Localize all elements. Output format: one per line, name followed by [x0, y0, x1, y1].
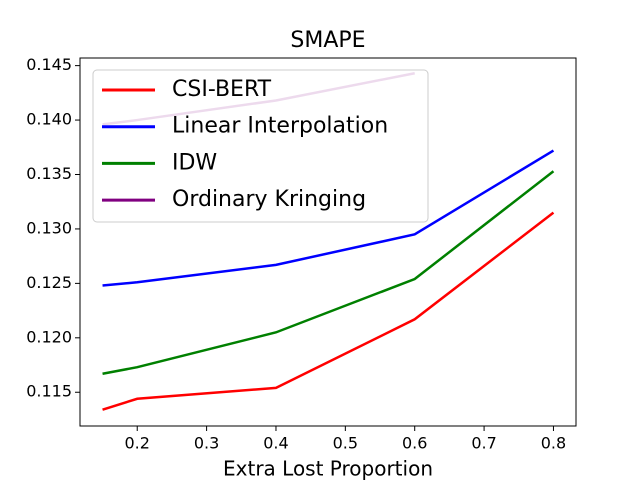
x-axis-label: Extra Lost Proportion [223, 457, 433, 480]
x-tick-label: 0.8 [541, 434, 566, 453]
legend-box [92, 69, 429, 223]
legend-label: IDW [172, 150, 217, 175]
x-tick-label: 0.7 [471, 434, 496, 453]
y-tick-label: 0.140 [26, 110, 72, 129]
y-tick-label: 0.130 [26, 218, 72, 237]
y-tick-label: 0.120 [26, 327, 72, 346]
series-line [102, 170, 555, 375]
x-tick-label: 0.4 [263, 434, 288, 453]
series-line [102, 149, 555, 287]
legend-label: Ordinary Kringing [172, 187, 366, 212]
x-tick-label: 0.6 [402, 434, 427, 453]
y-tick-label: 0.145 [26, 55, 72, 74]
chart-title: SMAPE [290, 28, 365, 53]
plot-frame [79, 57, 577, 427]
y-tick-label: 0.125 [26, 273, 72, 292]
y-tick-label: 0.135 [26, 164, 72, 183]
x-tick-label: 0.5 [333, 434, 358, 453]
legend-label: Linear Interpolation [172, 114, 388, 139]
legend-label: CSI-BERT [172, 77, 272, 102]
x-tick-label: 0.2 [125, 434, 150, 453]
series-line [102, 211, 555, 411]
y-tick-label: 0.115 [26, 382, 72, 401]
x-tick-label: 0.3 [194, 434, 219, 453]
